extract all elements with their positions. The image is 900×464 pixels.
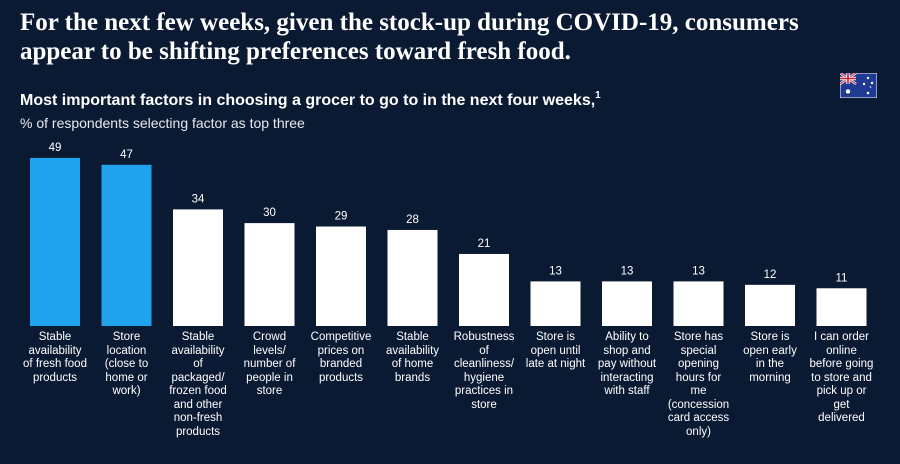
category-label-10: Store has special opening hours for me (… — [667, 331, 730, 438]
category-label-12: I can order online before going to store… — [809, 331, 874, 424]
bar-8 — [530, 281, 581, 326]
category-label-3: Stable availability of packaged/ frozen … — [169, 331, 227, 438]
category-label-8: Store is open until late at night — [525, 331, 586, 370]
category-label-2: Store location (close to home or work) — [104, 331, 149, 397]
bar-3 — [173, 209, 223, 326]
value-label-6: 28 — [406, 214, 419, 226]
value-label-10: 13 — [692, 265, 705, 277]
chart-title-text: Most important factors in choosing a gro… — [20, 92, 596, 109]
bar-2 — [101, 164, 152, 326]
bar-11 — [745, 284, 795, 326]
value-label-7: 21 — [478, 238, 491, 250]
australia-flag-icon — [839, 72, 878, 99]
bar-10 — [673, 281, 724, 326]
value-label-9: 13 — [621, 265, 634, 277]
value-label-3: 34 — [192, 193, 205, 205]
category-label-5: Competitive prices on branded products — [310, 331, 372, 384]
value-label-1: 49 — [49, 142, 62, 154]
bar-9 — [602, 281, 652, 326]
value-label-4: 30 — [263, 207, 276, 219]
value-label-12: 11 — [836, 272, 848, 284]
bar-12 — [816, 288, 867, 326]
category-label-11: Store is open early in the morning — [743, 331, 797, 384]
value-label-5: 29 — [335, 211, 348, 223]
category-label-7: Robustness of cleanliness/ hygiene pract… — [453, 331, 515, 411]
category-label-1: Stable availability of fresh food produc… — [23, 331, 87, 384]
category-label-6: Stable availability of home brands — [385, 331, 440, 384]
value-label-8: 13 — [549, 265, 562, 277]
chart-title: Most important factors in choosing a gro… — [20, 90, 601, 110]
chart-title-footnote: 1 — [595, 90, 601, 101]
bar-4 — [244, 223, 295, 326]
bar-1 — [30, 157, 80, 326]
headline: For the next few weeks, given the stock-… — [20, 9, 799, 65]
bar-5 — [316, 226, 366, 326]
chart-subtitle: % of respondents selecting factor as top… — [20, 115, 305, 131]
category-label-9: Ability to shop and pay without interact… — [597, 331, 657, 397]
value-label-11: 12 — [764, 269, 777, 281]
bar-6 — [387, 229, 438, 326]
bar-7 — [459, 253, 509, 326]
category-label-4: Crowd levels/ number of people in store — [243, 331, 296, 397]
value-label-2: 47 — [120, 149, 133, 161]
